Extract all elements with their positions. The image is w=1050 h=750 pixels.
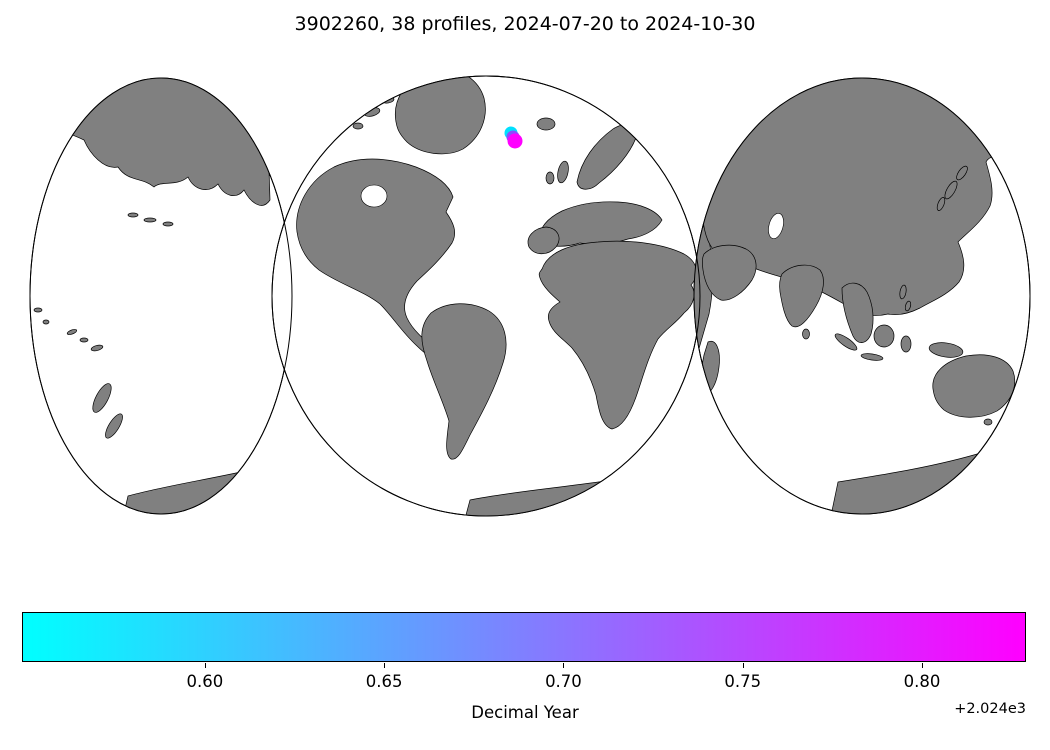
colorbar-tick (384, 663, 386, 668)
world-map (29, 75, 1031, 517)
colorbar-tick-label: 0.60 (186, 672, 224, 691)
japan-island (956, 165, 968, 181)
pacific-island (42, 319, 50, 325)
continent-asia (700, 78, 1011, 316)
ireland (545, 171, 555, 185)
japan-island (944, 180, 958, 200)
india (779, 264, 824, 328)
aleutian-island (127, 212, 139, 218)
aleutian-island (143, 217, 157, 223)
colorbar-tick (204, 663, 206, 668)
iberia (527, 226, 560, 255)
lobe-outlines (29, 75, 1031, 517)
pacific-island (33, 307, 43, 313)
aleutian-island (162, 221, 174, 227)
hawaii-island (66, 329, 78, 335)
greenland (394, 76, 486, 155)
hudson-bay (360, 184, 388, 208)
colorbar-axis-label: Decimal Year (471, 703, 579, 722)
continent-europe (540, 201, 663, 247)
new-zealand-north (92, 383, 112, 413)
colorbar-offset-text: +2.024e3 (954, 701, 1026, 717)
new-guinea (928, 342, 964, 358)
southeast-asia-peninsula (841, 282, 874, 343)
caspian-sea (768, 213, 784, 239)
colorbar-tick-label: 0.80 (903, 672, 941, 691)
colorbar-tick-label: 0.75 (724, 672, 762, 691)
continent-north-america (296, 158, 455, 368)
borneo (873, 324, 895, 348)
hawaii-island (90, 344, 104, 352)
sri-lanka (802, 328, 810, 340)
colorbar-tick (742, 663, 744, 668)
hawaii-island (79, 337, 89, 343)
philippines-island (904, 300, 912, 312)
great-britain (557, 160, 569, 184)
colorbar-tick-label: 0.70 (545, 672, 582, 691)
new-zealand-south (105, 413, 123, 439)
philippines-island (899, 284, 907, 300)
iceland (536, 117, 556, 131)
profile-point (507, 133, 523, 149)
continent-south-america (421, 303, 507, 460)
sumatra (834, 333, 858, 351)
arctic-island (352, 122, 364, 130)
japan-island (936, 197, 946, 211)
colorbar-tick-label: 0.65 (365, 672, 403, 691)
java (860, 353, 884, 361)
sulawesi (900, 335, 912, 353)
colorbar-tick (563, 663, 565, 668)
arabian-peninsula (701, 244, 757, 301)
float-position-marker (504, 126, 523, 149)
tasmania (983, 418, 993, 426)
colorbar-tick (922, 663, 923, 668)
continent-africa (538, 240, 697, 430)
colorbar-gradient (22, 612, 1026, 662)
figure-title: 3902260, 38 profiles, 2024-07-20 to 2024… (294, 13, 756, 35)
